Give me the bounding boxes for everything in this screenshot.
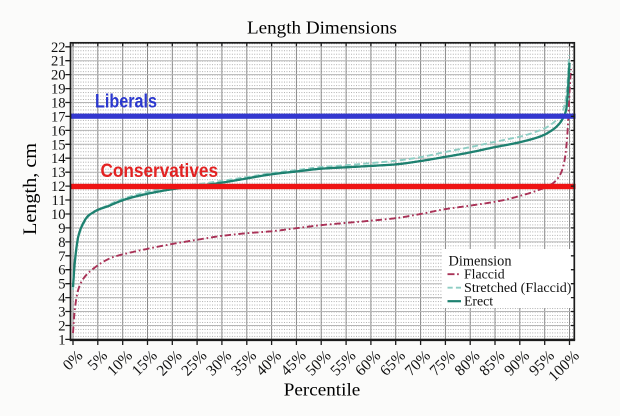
svg-text:4: 4: [58, 291, 66, 307]
svg-text:Length, cm: Length, cm: [20, 143, 41, 235]
svg-text:Percentile: Percentile: [284, 380, 361, 400]
svg-text:Liberals: Liberals: [95, 91, 157, 113]
svg-text:9: 9: [58, 221, 65, 237]
svg-text:6: 6: [58, 263, 65, 279]
svg-text:10: 10: [51, 207, 66, 223]
svg-text:18: 18: [51, 96, 66, 112]
svg-text:Dimension: Dimension: [449, 254, 513, 270]
svg-text:Conservatives: Conservatives: [101, 161, 219, 182]
svg-text:5: 5: [58, 277, 65, 293]
svg-text:14: 14: [51, 151, 66, 167]
svg-text:13: 13: [51, 165, 66, 181]
svg-text:21: 21: [51, 54, 66, 70]
svg-text:12: 12: [51, 179, 66, 195]
svg-text:16: 16: [51, 123, 66, 139]
svg-text:17: 17: [51, 109, 66, 125]
svg-text:7: 7: [58, 249, 65, 265]
svg-text:3: 3: [58, 305, 65, 321]
svg-text:Stretched (Flaccid): Stretched (Flaccid): [464, 280, 572, 296]
svg-text:19: 19: [51, 82, 66, 98]
svg-text:1: 1: [58, 332, 65, 348]
svg-text:20: 20: [51, 68, 66, 84]
svg-text:8: 8: [58, 235, 65, 251]
svg-text:Erect: Erect: [464, 294, 493, 309]
svg-text:22: 22: [51, 40, 66, 56]
svg-text:Flaccid: Flaccid: [464, 267, 505, 282]
svg-text:11: 11: [52, 193, 66, 209]
svg-text:2: 2: [58, 319, 65, 335]
svg-text:15: 15: [51, 137, 66, 153]
svg-text:Length Dimensions: Length Dimensions: [247, 18, 397, 38]
